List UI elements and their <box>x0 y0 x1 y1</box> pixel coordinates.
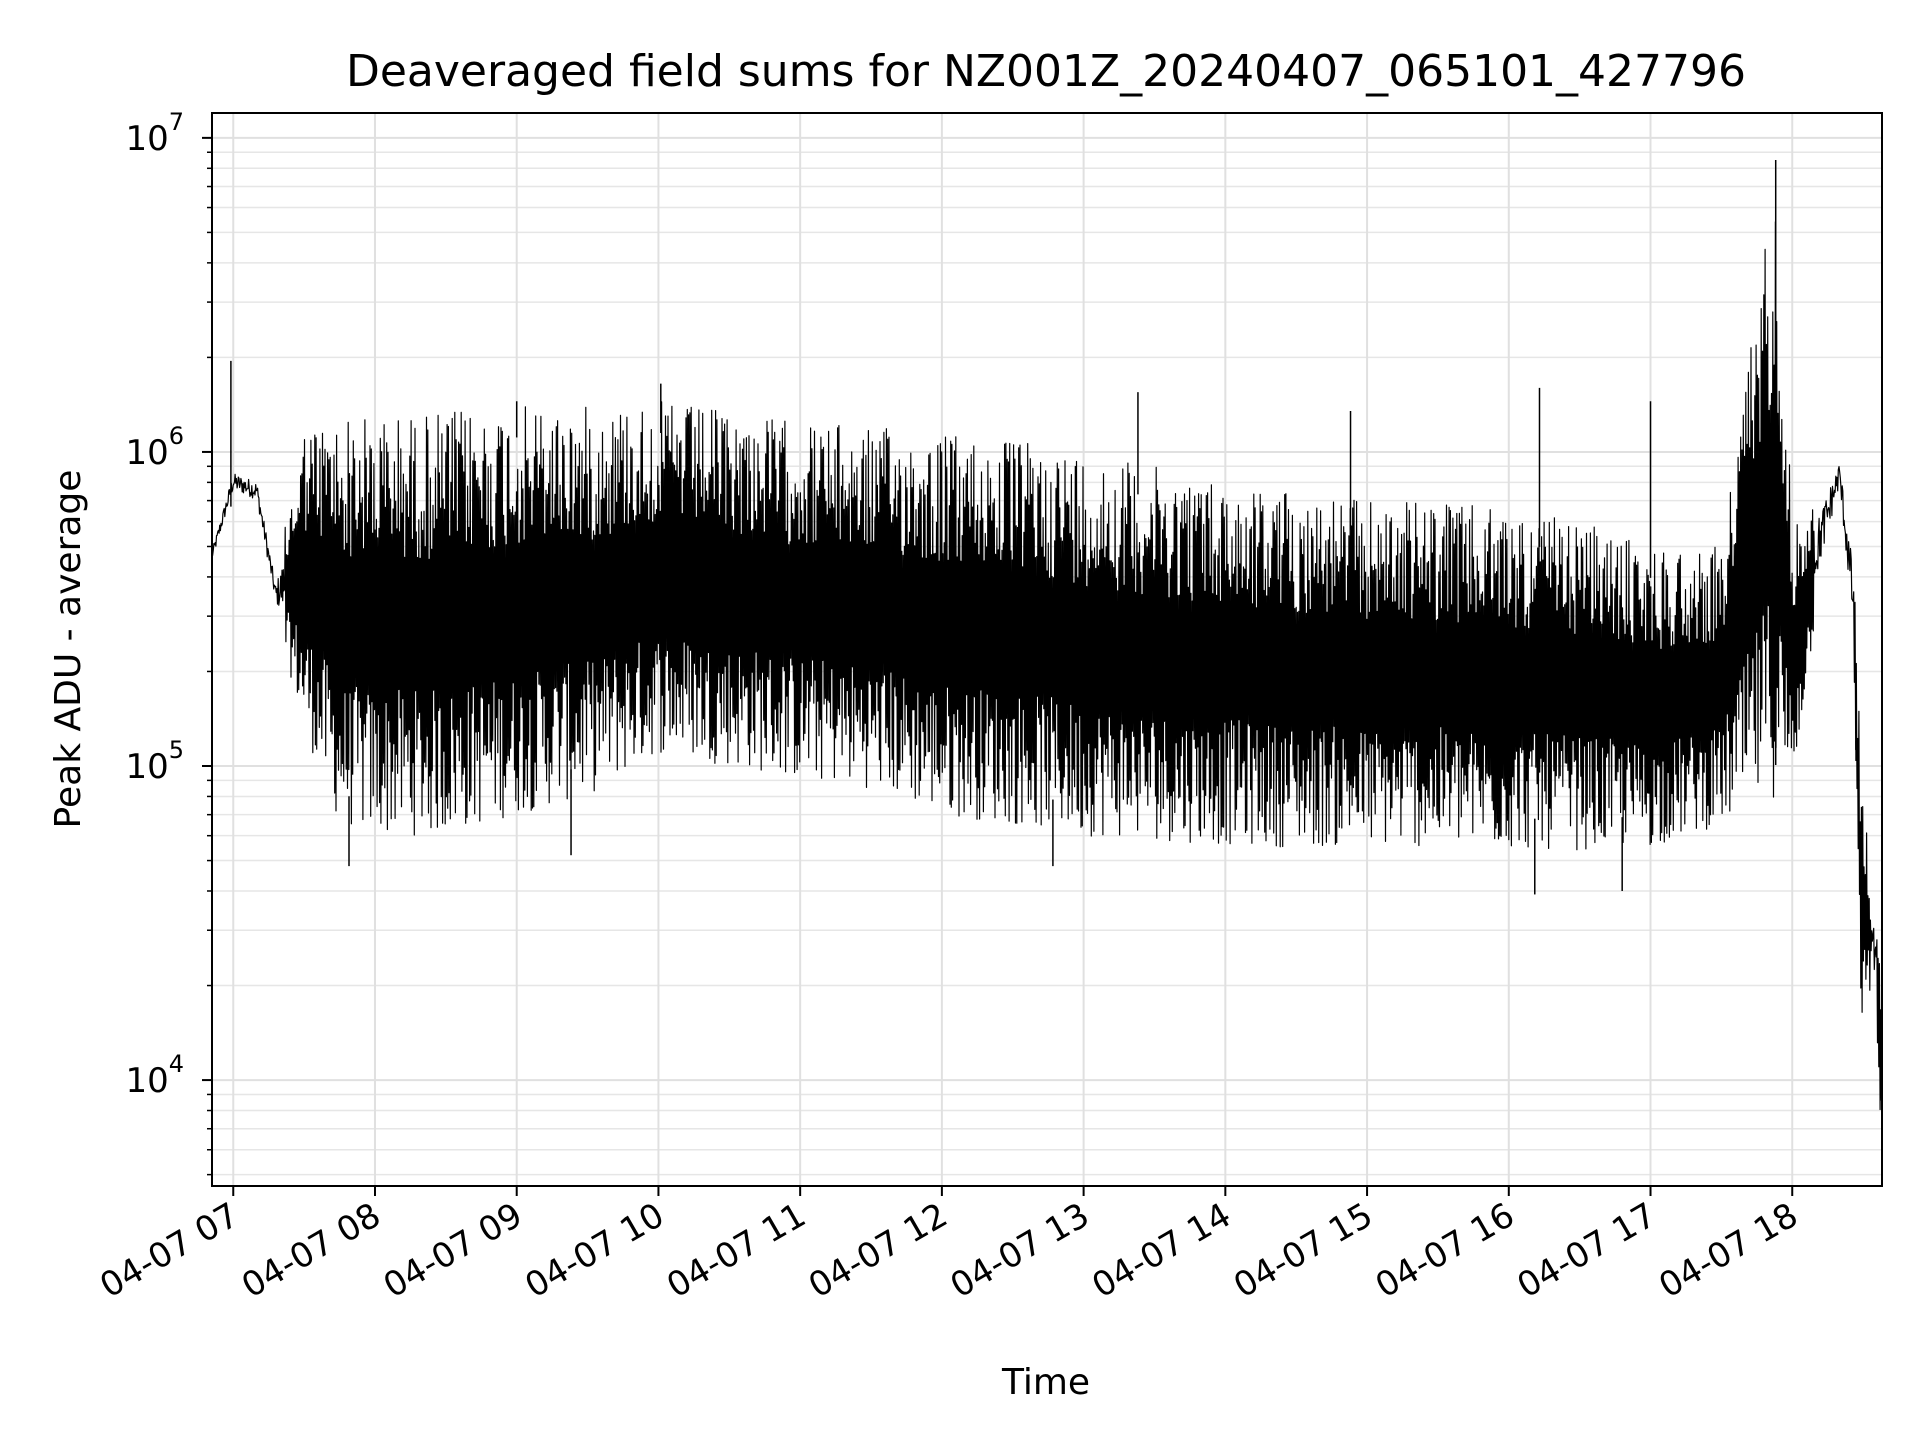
series-line <box>211 221 1883 1111</box>
y-tick-label: 106 <box>125 422 184 473</box>
y-tick-label: 105 <box>125 736 184 787</box>
chart-title: Deaveraged field sums for NZ001Z_2024040… <box>346 46 1746 97</box>
x-axis-label: Time <box>1001 1362 1090 1403</box>
y-axis-label: Peak ADU - average <box>48 470 89 829</box>
y-tick-label: 107 <box>125 108 184 159</box>
series-group <box>211 160 1883 1111</box>
plot-frame <box>211 112 1883 1187</box>
y-axis-ticks: 104 105 106 107 <box>125 108 212 1176</box>
y-tick-label: 104 <box>125 1050 184 1101</box>
